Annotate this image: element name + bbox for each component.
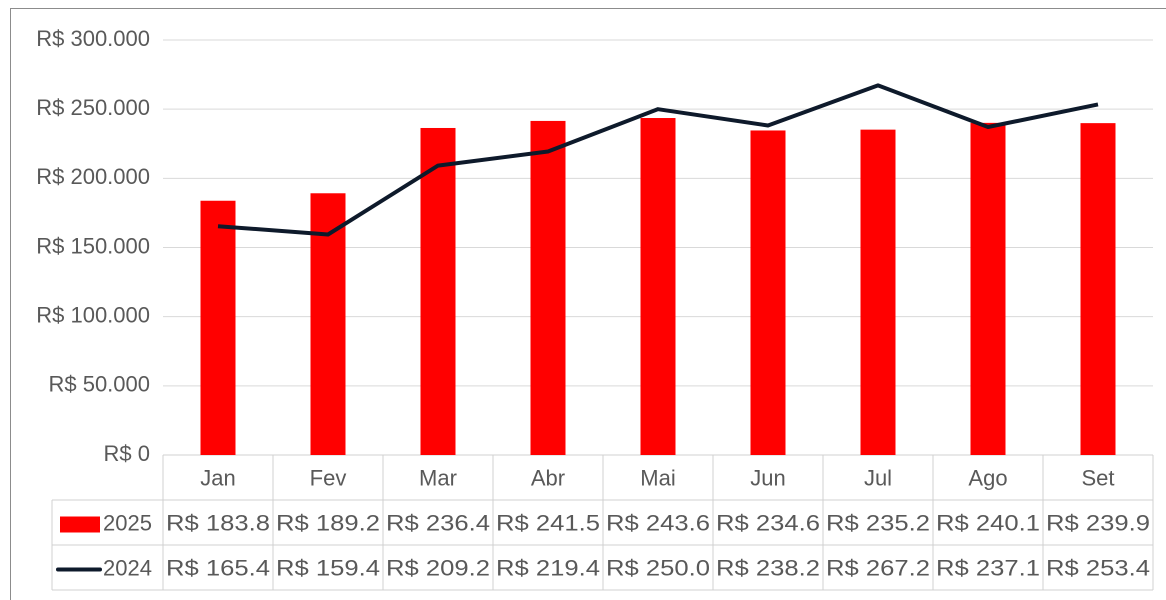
data-label: R$ 159.4 [276,555,380,580]
data-label: R$ 165.4 [166,555,270,580]
bar [310,193,346,456]
x-tick-label: Jun [750,465,785,490]
data-label: R$ 238.2 [716,555,820,580]
chart-frame [10,8,1166,600]
y-tick-label: R$ 50.000 [48,372,150,397]
data-label: R$ 250.0 [606,555,710,580]
data-label: R$ 241.5 [496,510,600,535]
x-tick-label: Set [1081,465,1114,490]
legend-label: 2024 [103,555,152,580]
data-label: R$ 237.1 [936,555,1040,580]
data-label: R$ 219.4 [496,555,600,580]
data-label: R$ 240.1 [936,510,1040,535]
data-label: R$ 236.4 [386,510,490,535]
data-label: R$ 234.6 [716,510,820,535]
data-label: R$ 253.4 [1046,555,1150,580]
y-tick-label: R$ 300.000 [36,26,150,51]
x-tick-label: Mai [640,465,675,490]
data-label: R$ 183.8 [166,510,270,535]
bar [640,118,676,456]
y-tick-label: R$ 0 [104,441,150,466]
data-label: R$ 209.2 [386,555,490,580]
y-tick-label: R$ 150.000 [36,233,150,258]
x-tick-label: Jan [200,465,235,490]
y-tick-label: R$ 100.000 [36,302,150,327]
bar [970,122,1006,455]
bar [200,200,236,455]
data-label: R$ 235.2 [826,510,930,535]
data-label: R$ 239.9 [1046,510,1150,535]
x-tick-label: Jul [864,465,892,490]
x-tick-label: Abr [531,465,565,490]
x-tick-label: Ago [968,465,1007,490]
data-label: R$ 267.2 [826,555,930,580]
y-tick-label: R$ 200.000 [36,164,150,189]
bar [750,130,786,455]
bar [530,120,566,456]
bar [860,129,896,455]
x-tick-label: Fev [310,465,347,490]
data-label: R$ 189.2 [276,510,380,535]
legend-label: 2025 [103,510,152,535]
bar [420,127,456,455]
legend-key [60,516,100,533]
x-tick-label: Mar [419,465,457,490]
y-tick-label: R$ 250.000 [36,95,150,120]
bar [1080,123,1116,455]
line [217,83,1099,237]
data-label: R$ 243.6 [606,510,710,535]
